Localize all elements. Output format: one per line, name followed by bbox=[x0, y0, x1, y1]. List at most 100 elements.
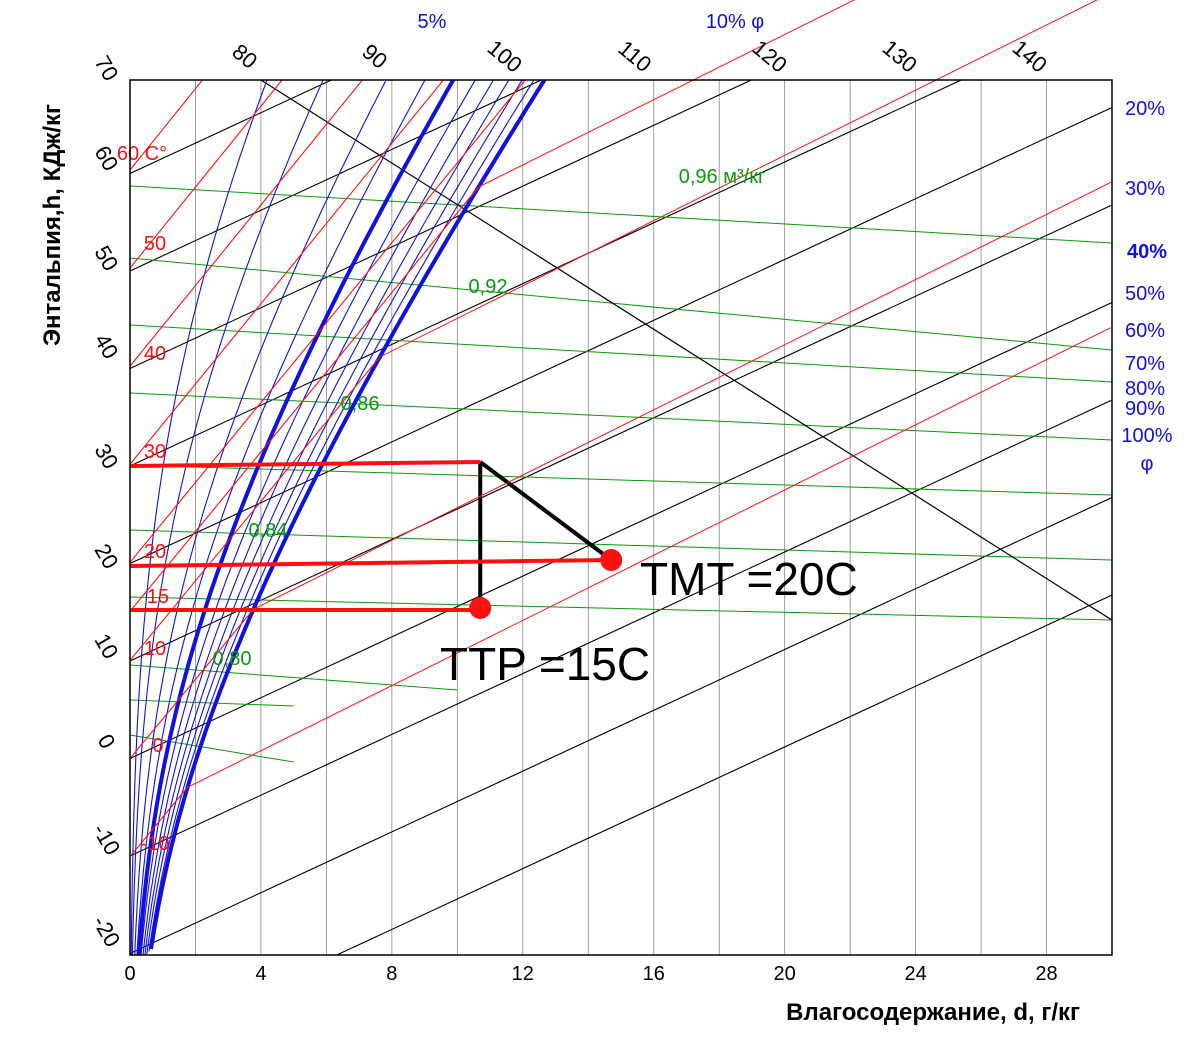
enthalpy-line-10 bbox=[130, 204, 1112, 662]
x-tick-label-0: 0 bbox=[124, 963, 135, 985]
temp-label-20: 20 bbox=[144, 541, 166, 563]
humidity-curve-80 bbox=[146, 80, 523, 955]
h-tick-left-70: 70 bbox=[90, 51, 124, 85]
volume-label-0-8: 0,80 bbox=[213, 648, 252, 670]
y-axis-label: Энтальпия,h, КДж/кг bbox=[39, 104, 66, 346]
axes: 0 4 8 12 16 20 24 28 Влагосодержание, d, г/кг Энт… bbox=[39, 79, 1113, 1026]
below-saturation-segments bbox=[187, 0, 1112, 788]
enthalpy-line-70 bbox=[130, 0, 1112, 76]
x-tick-label-8: 8 bbox=[386, 963, 397, 985]
process-lines bbox=[130, 460, 613, 612]
h-tick-left--10: -10 bbox=[88, 819, 126, 859]
humidity-label-20: 20% bbox=[1125, 98, 1165, 120]
humidity-label-30: 30% bbox=[1125, 178, 1165, 200]
temp-label-15: 15 bbox=[147, 586, 169, 608]
humidity-curve-60 bbox=[142, 80, 495, 955]
humidity-label-50: 50% bbox=[1125, 283, 1165, 305]
temp-label-60: 60 C° bbox=[117, 143, 167, 165]
h-tick-left-10: 10 bbox=[90, 629, 124, 663]
phi-symbol: φ bbox=[1141, 453, 1154, 475]
temp-label-50: 50 bbox=[144, 233, 166, 255]
fog-line-10 bbox=[379, 0, 1098, 358]
wet-bulb-label: TMT =20C bbox=[640, 553, 858, 605]
enthalpy-line-60 bbox=[130, 80, 333, 174]
wet-bulb-bold-line bbox=[130, 558, 612, 568]
h-tick-left-40: 40 bbox=[90, 329, 124, 363]
h-tick-top-120: 120 bbox=[748, 35, 792, 78]
h-tick-left-0: 0 bbox=[93, 730, 121, 753]
volume-line-7 bbox=[130, 596, 1112, 621]
x-tick-label-4: 4 bbox=[255, 963, 266, 985]
volume-line-2 bbox=[130, 257, 1112, 351]
dew-point-label: TTP =15C bbox=[440, 638, 650, 690]
wet-bulb-process-line bbox=[479, 460, 613, 562]
volume-line-5 bbox=[130, 464, 1112, 496]
dew-point-point bbox=[469, 597, 492, 619]
humidity-curve-70 bbox=[144, 80, 510, 955]
process-points: TMT =20C TTP =15C bbox=[440, 549, 858, 690]
humidity-curve-20 bbox=[134, 80, 387, 955]
humidity-curve-10 bbox=[131, 80, 324, 955]
h-tick-left--20: -20 bbox=[88, 911, 126, 951]
enthalpy-line--20 bbox=[130, 497, 1112, 954]
humidity-label-10: 10% φ bbox=[706, 11, 765, 33]
h-tick-top-130: 130 bbox=[878, 35, 922, 78]
temp-label-30: 30 bbox=[144, 441, 166, 463]
wet-bulb-point bbox=[600, 549, 623, 571]
temp-label-0: 0 bbox=[152, 735, 163, 757]
humidity-label-40: 40% bbox=[1127, 241, 1167, 263]
h-tick-left-20: 20 bbox=[90, 539, 124, 573]
volume-label-0-84: 0,84 bbox=[249, 520, 288, 542]
enthalpy-line--10 bbox=[130, 399, 1112, 857]
volume-line-1 bbox=[130, 185, 1112, 244]
humidity-label-80: 80% bbox=[1125, 378, 1165, 400]
humidity-label-70: 70% bbox=[1125, 353, 1165, 375]
temperature-line-0 bbox=[130, 608, 254, 759]
humidity-label-60: 60% bbox=[1125, 320, 1165, 342]
temp-label-40: 40 bbox=[144, 343, 166, 365]
state-temp-bold-line bbox=[130, 460, 481, 468]
plot-content bbox=[130, 0, 1112, 955]
humidity-label-100: 100% bbox=[1121, 425, 1172, 447]
h-tick-left-30: 30 bbox=[90, 439, 124, 473]
humidity-curve-100 bbox=[149, 80, 547, 950]
enthalpy-line--30 bbox=[335, 594, 1112, 955]
volume-line-4 bbox=[130, 392, 1112, 441]
volume-label-0-86: 0,86 bbox=[341, 393, 380, 415]
x-axis-label: Влагосодержание, d, г/кг bbox=[786, 999, 1080, 1026]
temperature-line-50 bbox=[130, 80, 283, 269]
humidity-label-90: 90% bbox=[1125, 398, 1165, 420]
volume-label-0-96: 0,96 м³/кг bbox=[679, 166, 766, 188]
enthalpy-line-50 bbox=[130, 80, 543, 272]
humidity-curve-90 bbox=[148, 80, 535, 952]
humidity-curve-5 bbox=[130, 80, 268, 955]
grid-lines bbox=[195, 80, 1047, 955]
h-tick-top-80: 80 bbox=[227, 39, 262, 74]
fog-line--10 bbox=[187, 327, 1111, 788]
volume-line-3 bbox=[130, 324, 1112, 383]
volume-line-9 bbox=[130, 699, 294, 707]
x-tick-label-16: 16 bbox=[643, 963, 665, 985]
enthalpy-line-40 bbox=[130, 80, 753, 369]
temperature-line-15 bbox=[130, 186, 479, 612]
volume-line-8 bbox=[130, 664, 458, 691]
volume-line-6 bbox=[130, 529, 1112, 561]
enthalpy-line-30 bbox=[130, 80, 963, 467]
temp-label-10: 10 bbox=[144, 638, 166, 660]
fog-line-0 bbox=[253, 181, 1112, 610]
x-tick-label-24: 24 bbox=[904, 963, 926, 985]
volume-line-10 bbox=[130, 734, 294, 763]
temperature-line-40 bbox=[130, 80, 364, 367]
humidity-curve-40 bbox=[137, 80, 456, 955]
x-tick-label-12: 12 bbox=[512, 963, 534, 985]
fog-line-15 bbox=[478, 0, 856, 188]
temperature-line-30 bbox=[130, 80, 445, 465]
plot-frame bbox=[129, 79, 1113, 956]
enthalpy-line-0 bbox=[130, 302, 1112, 759]
temperature-lines bbox=[130, 80, 526, 857]
h-tick-top-100: 100 bbox=[483, 35, 527, 78]
humidity-curve-50 bbox=[140, 80, 476, 955]
enthalpy-line-20 bbox=[130, 107, 1112, 564]
